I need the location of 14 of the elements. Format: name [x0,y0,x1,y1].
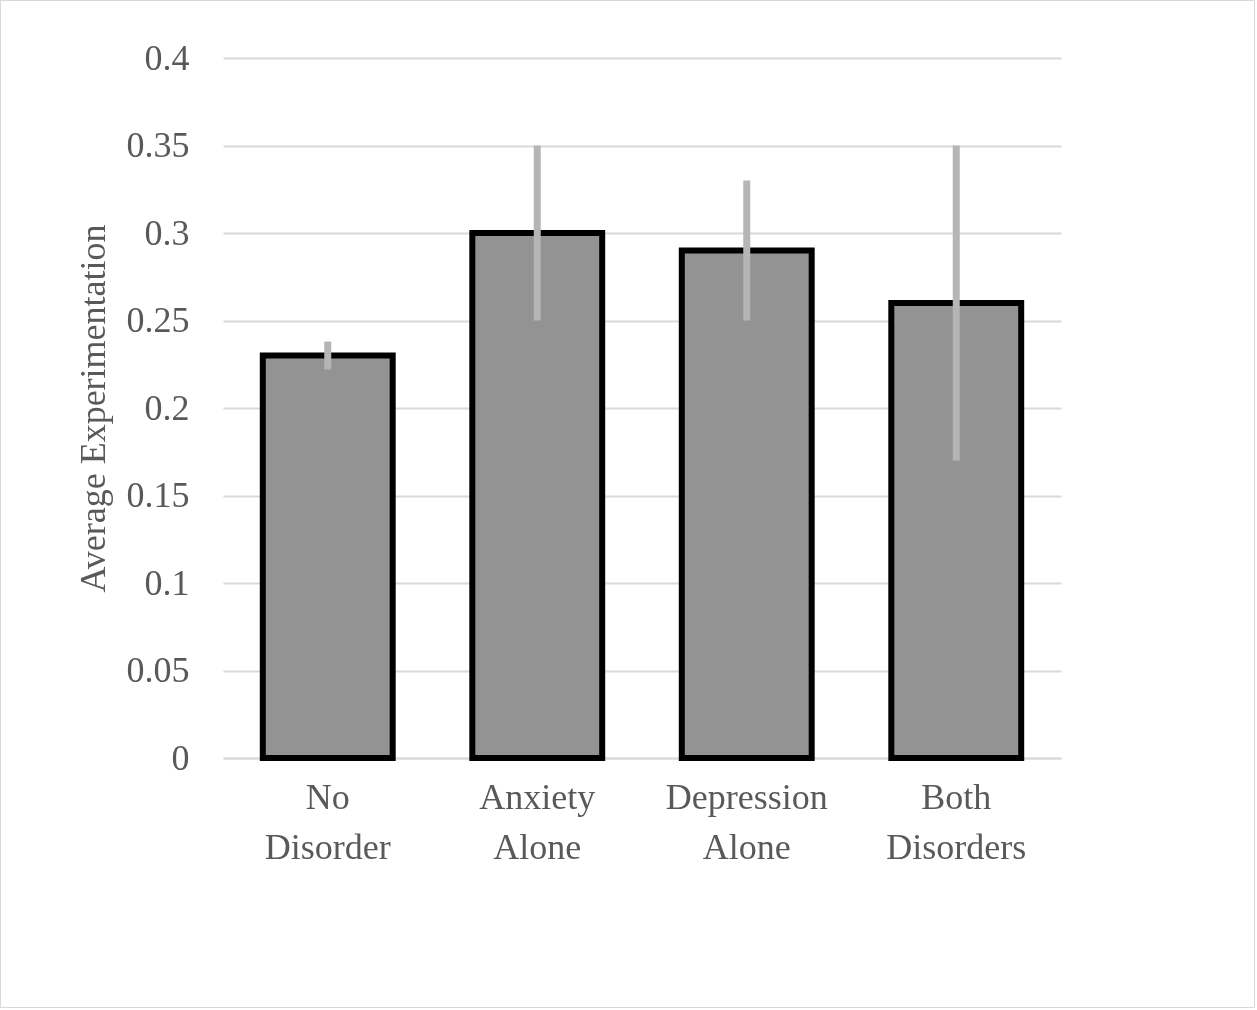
y-tick-label: 0.15 [126,475,190,515]
y-tick-label: 0.4 [144,37,190,78]
y-axis-title: Average Experimentation [72,224,113,593]
x-tick-label: Both Disorders [886,776,1027,867]
y-tick-label: 0.35 [126,125,190,165]
x-tick-label: Depression Alone [665,776,828,867]
y-tick-label: 0.2 [144,387,190,428]
y-tick-label: 0.1 [144,562,190,603]
y-tick-label: 0 [171,737,190,778]
y-tick-label: 0.05 [126,650,190,690]
y-tick-label: 0.25 [126,300,190,340]
y-tick-label: 0.3 [144,212,190,253]
x-tick-label: Anxiety Alone [479,776,596,867]
x-tick-label: No Disorder [264,776,391,867]
